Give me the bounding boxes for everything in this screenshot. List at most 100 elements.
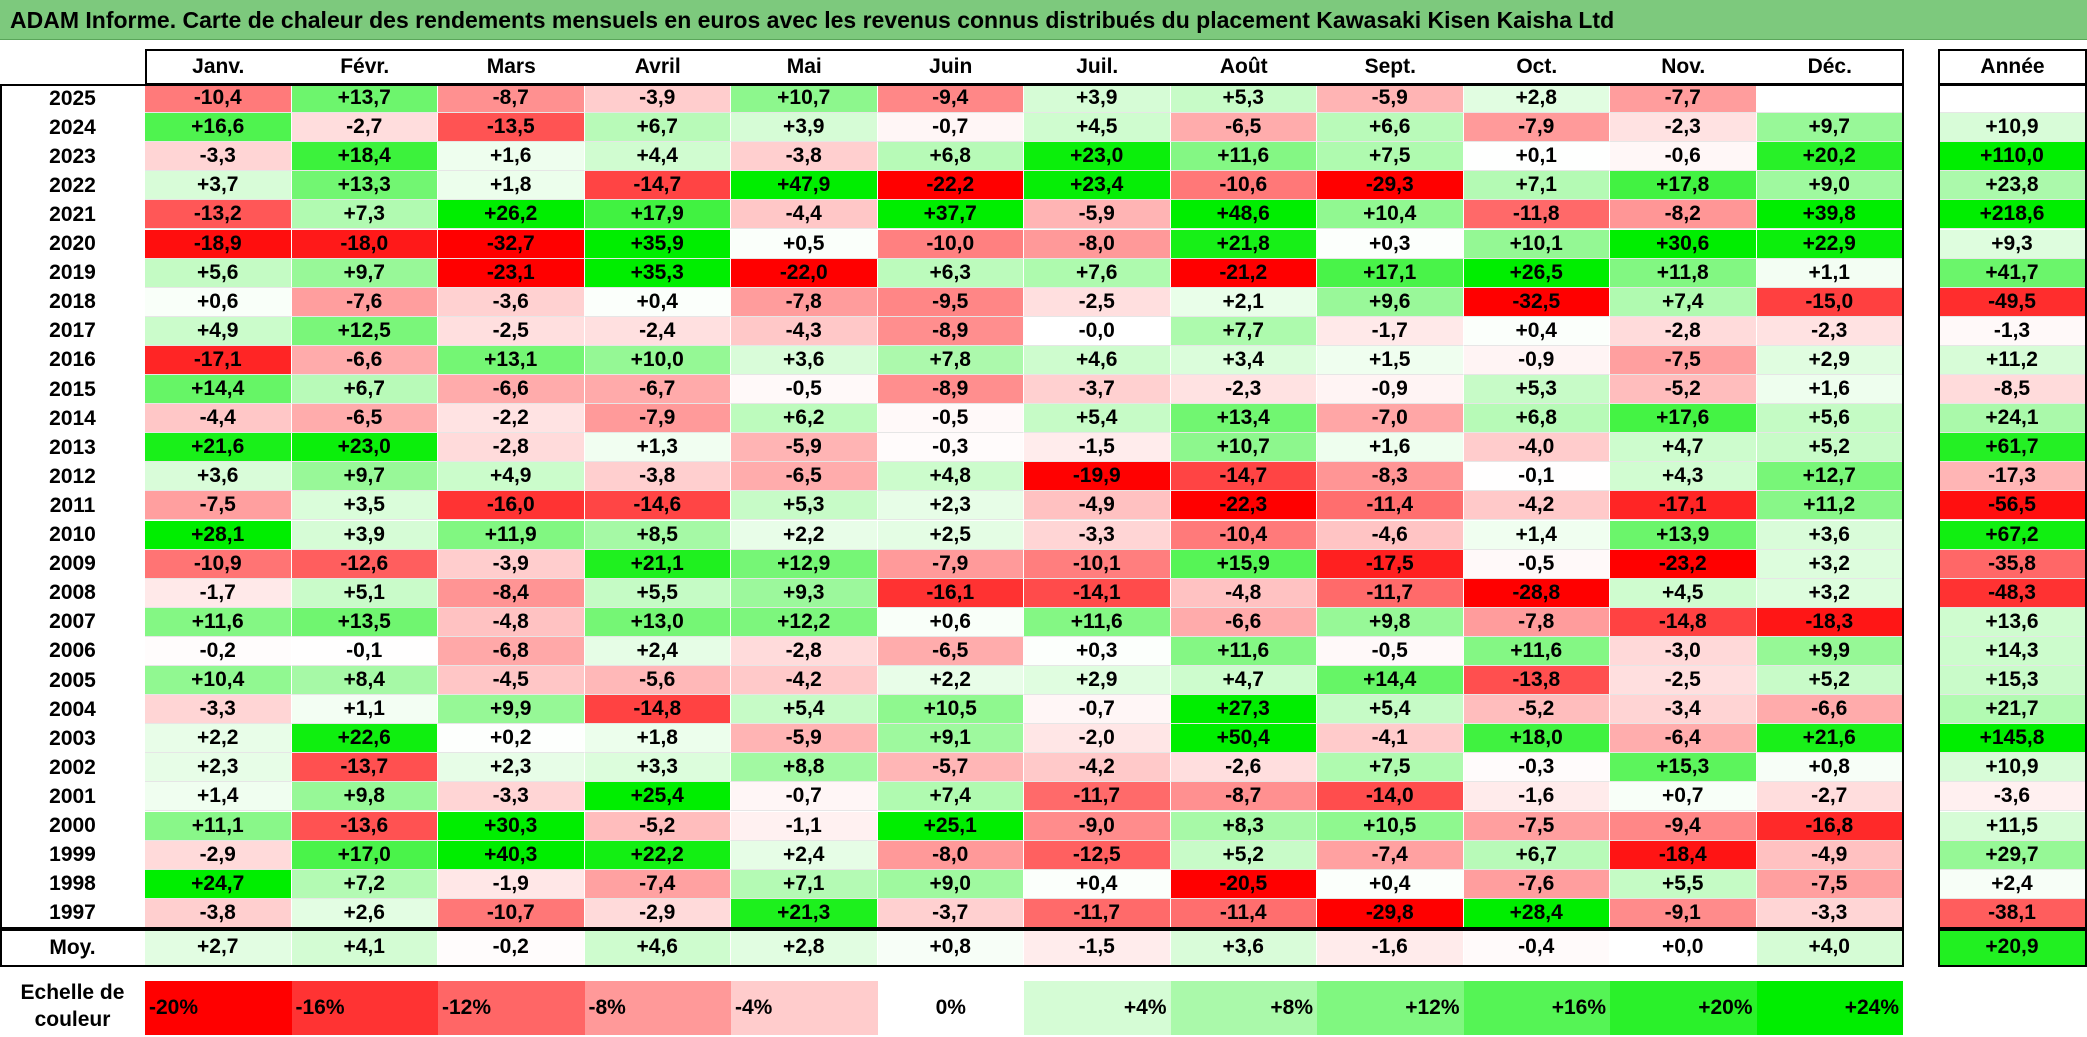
row-year-label: 2012: [49, 464, 96, 488]
average-cell: -0,2: [438, 929, 585, 966]
heatmap-cell: -8,7: [438, 84, 585, 114]
column-header: Sept.: [1364, 54, 1416, 78]
heatmap-cell: -11,7: [1317, 578, 1464, 608]
color-scale-swatch: -16%: [291, 981, 438, 1035]
heatmap-cell: -7,9: [877, 549, 1024, 579]
heatmap-cell: -7,8: [1463, 607, 1610, 637]
heatmap-cell: +8,8: [731, 753, 878, 783]
heatmap-cell: +5,6: [1756, 404, 1903, 434]
heatmap-cell: -10,4: [1170, 520, 1317, 550]
heatmap-cell: +10,4: [145, 666, 292, 696]
heatmap-cell: -13,5: [438, 113, 585, 143]
row-year-label: 2013: [49, 435, 96, 459]
heatmap-cell: +8,3: [1170, 811, 1317, 841]
heatmap-cell: +7,7: [1170, 316, 1317, 346]
heatmap-cell: +5,4: [731, 695, 878, 725]
heatmap-cell: +0,6: [877, 607, 1024, 637]
heatmap-cell: +21,6: [145, 433, 292, 463]
heatmap-cell: +5,3: [1463, 375, 1610, 405]
heatmap-cell: +7,6: [1024, 258, 1171, 288]
heatmap-cell: -11,4: [1317, 491, 1464, 521]
heatmap-cell: +6,6: [1317, 113, 1464, 143]
heatmap-cell: +47,9: [731, 171, 878, 201]
heatmap-cell: +6,2: [731, 404, 878, 434]
heatmap-cell: -5,9: [1024, 200, 1171, 230]
heatmap-cell: -0,6: [1610, 142, 1757, 172]
annual-average-cell: +20,9: [1938, 929, 2087, 966]
heatmap-cell: -7,9: [584, 404, 731, 434]
heatmap-cell: -28,8: [1463, 578, 1610, 608]
heatmap-cell: -7,8: [731, 287, 878, 317]
row-year-label: 2017: [49, 319, 96, 343]
row-year-label: 2006: [49, 639, 96, 663]
annual-cell: +15,3: [1938, 666, 2087, 696]
color-scale-swatch: +20%: [1610, 981, 1757, 1035]
heatmap-cell: +26,5: [1463, 258, 1610, 288]
heatmap-cell: -2,8: [1610, 316, 1757, 346]
heatmap-cell: +5,3: [1170, 84, 1317, 114]
chart-title: ADAM Informe. Carte de chaleur des rende…: [0, 0, 2087, 40]
color-scale-swatch: +24%: [1756, 981, 1903, 1035]
heatmap-cell: +15,3: [1610, 753, 1757, 783]
heatmap-cell: -2,0: [1024, 724, 1171, 754]
heatmap-cell: -2,4: [584, 316, 731, 346]
heatmap-cell: -0,5: [1463, 549, 1610, 579]
heatmap-cell: -11,4: [1170, 898, 1317, 928]
heatmap-cell: -8,3: [1317, 462, 1464, 492]
heatmap-cell: +0,4: [1463, 316, 1610, 346]
heatmap-cell: -3,3: [145, 142, 292, 172]
color-scale-swatch: +4%: [1024, 981, 1171, 1035]
heatmap-cell: +4,5: [1024, 113, 1171, 143]
annual-cell: +29,7: [1938, 840, 2087, 870]
heatmap-cell: -10,6: [1170, 171, 1317, 201]
column-header: Août: [1219, 54, 1268, 78]
heatmap-cell: +3,6: [1756, 520, 1903, 550]
color-scale-swatch: -20%: [145, 981, 292, 1035]
heatmap-cell: +35,9: [584, 229, 731, 259]
heatmap-cell: -3,7: [877, 898, 1024, 928]
heatmap-cell: +2,1: [1170, 287, 1317, 317]
heatmap-cell: +9,8: [1317, 607, 1464, 637]
heatmap-cell: -4,2: [1463, 491, 1610, 521]
annual-cell: +9,3: [1938, 229, 2087, 259]
heatmap-cell: +13,5: [291, 607, 438, 637]
heatmap-cell: +12,5: [291, 316, 438, 346]
heatmap-cell: +4,9: [145, 316, 292, 346]
heatmap-cell: +48,6: [1170, 200, 1317, 230]
average-cell: +0,0: [1610, 929, 1757, 966]
heatmap-cell: -14,8: [584, 695, 731, 725]
heatmap-cell: +11,6: [1463, 636, 1610, 666]
heatmap-cell: -18,3: [1756, 607, 1903, 637]
heatmap-cell: -3,7: [1024, 375, 1171, 405]
average-cell: -0,4: [1463, 929, 1610, 966]
heatmap-cell: -6,6: [1756, 695, 1903, 725]
annual-cell: -49,5: [1938, 287, 2087, 317]
heatmap-cell: -20,5: [1170, 869, 1317, 899]
heatmap-cell: -7,4: [584, 869, 731, 899]
annual-cell: +67,2: [1938, 520, 2087, 550]
row-year-label: 2001: [49, 784, 96, 808]
heatmap-cell: +10,5: [877, 695, 1024, 725]
heatmap-cell: -3,3: [1756, 898, 1903, 928]
heatmap-cell: -6,5: [1170, 113, 1317, 143]
heatmap-cell: +7,1: [1463, 171, 1610, 201]
heatmap-cell: -2,7: [291, 113, 438, 143]
heatmap-cell: -17,1: [145, 345, 292, 375]
row-year-label: 2011: [49, 493, 96, 517]
heatmap-cell: +0,8: [1756, 753, 1903, 783]
heatmap-cell: +21,1: [584, 549, 731, 579]
heatmap-cell: -8,2: [1610, 200, 1757, 230]
heatmap-cell: +2,9: [1756, 345, 1903, 375]
heatmap-cell: +4,3: [1610, 462, 1757, 492]
heatmap-cell: -0,1: [1463, 462, 1610, 492]
heatmap-cell: -11,7: [1024, 898, 1171, 928]
heatmap-cell: -0,0: [1024, 316, 1171, 346]
heatmap-cell: -4,3: [731, 316, 878, 346]
heatmap-cell: +9,0: [1756, 171, 1903, 201]
annual-cell: +41,7: [1938, 258, 2087, 288]
annual-cell: +61,7: [1938, 433, 2087, 463]
heatmap-cell: +22,2: [584, 840, 731, 870]
heatmap-cell: +9,7: [1756, 113, 1903, 143]
annual-cell: +24,1: [1938, 404, 2087, 434]
average-cell: +2,8: [731, 929, 878, 966]
